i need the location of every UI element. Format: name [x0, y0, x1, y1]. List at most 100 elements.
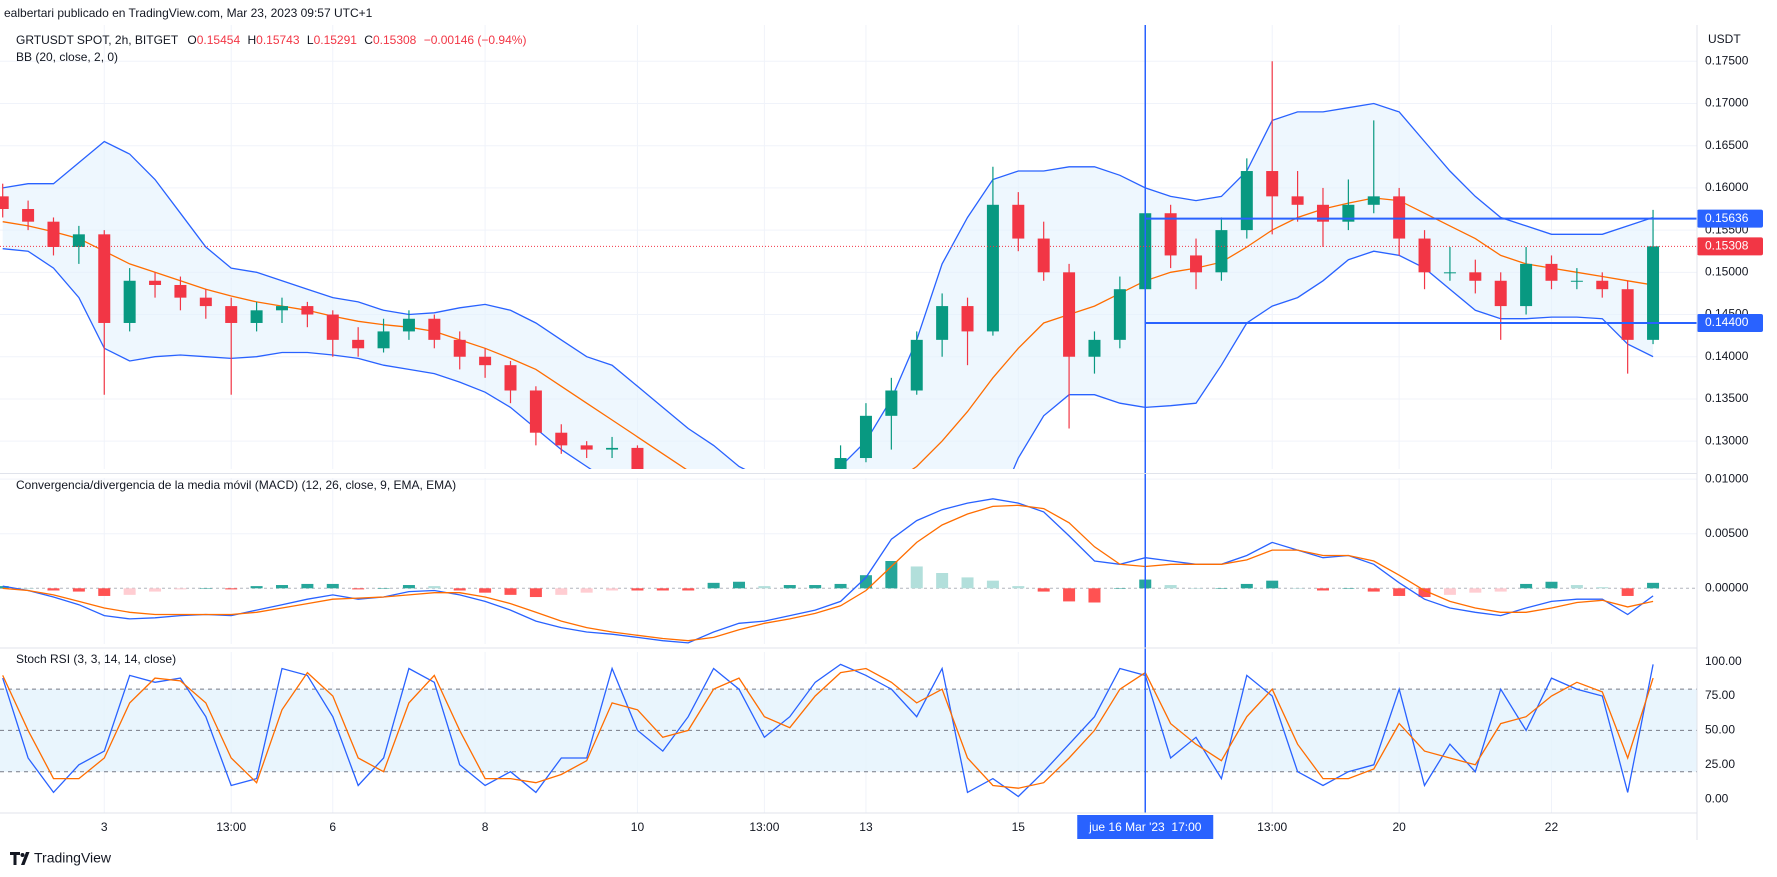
- y-tick-label: 0.15000: [1705, 264, 1749, 278]
- candle-body: [174, 284, 187, 298]
- macd-histogram-bar: [174, 588, 187, 590]
- macd-histogram-bar: [1494, 588, 1507, 592]
- candle-body: [453, 339, 466, 357]
- candle-body: [1443, 272, 1456, 274]
- candle-body: [1291, 196, 1304, 205]
- crosshair-label: jue 16 Mar '23 17:00: [1088, 820, 1202, 834]
- x-tick-label: 20: [1392, 820, 1406, 834]
- candle-body: [326, 314, 339, 340]
- macd-histogram-bar: [1012, 586, 1025, 589]
- macd-histogram-bar: [834, 583, 847, 589]
- macd-histogram-bar: [1596, 587, 1609, 589]
- macd-histogram-bar: [98, 588, 111, 596]
- candle-body: [1393, 196, 1406, 239]
- macd-histogram-bar: [428, 586, 441, 589]
- macd-histogram-bar: [1545, 581, 1558, 589]
- candle-body: [1342, 204, 1355, 222]
- y-tick-label: 0.14000: [1705, 349, 1749, 363]
- candle-body: [555, 432, 568, 446]
- candle-body: [275, 306, 288, 311]
- macd-histogram-bar: [0, 586, 9, 589]
- bb-fill: [2, 103, 1654, 469]
- y-tick-label: 75.00: [1705, 688, 1735, 702]
- bb-lower: [2, 248, 1654, 469]
- candle-body: [250, 310, 263, 323]
- macd-histogram-bar: [1520, 583, 1533, 589]
- candle-body: [123, 280, 136, 323]
- x-tick-label: 15: [1012, 820, 1026, 834]
- macd-histogram-bar: [1443, 588, 1456, 595]
- macd-histogram-bar: [1342, 588, 1355, 589]
- macd-histogram-bar: [301, 583, 314, 589]
- ohlc-value: 0.15308: [373, 33, 417, 47]
- macd-histogram-bar: [885, 561, 898, 589]
- ohlc-value: 0.15454: [197, 33, 241, 47]
- candle-body: [149, 280, 162, 285]
- candle-body: [72, 234, 85, 247]
- candle-body: [22, 209, 35, 222]
- candle-body: [1367, 196, 1380, 205]
- candle-body: [885, 390, 898, 416]
- y-tick-label: 0.01000: [1705, 471, 1749, 485]
- macd-histogram-bar: [1113, 588, 1126, 589]
- y-tick-label: 0.16500: [1705, 138, 1749, 152]
- macd-histogram-bar: [1418, 588, 1431, 598]
- candle-body: [1215, 230, 1228, 273]
- stoch-title: Stoch RSI (3, 3, 14, 14, close): [16, 652, 176, 666]
- candle-body: [1063, 272, 1076, 357]
- macd-histogram-bar: [1164, 585, 1177, 589]
- macd-histogram-bar: [1240, 583, 1253, 589]
- macd-histogram-bar: [352, 588, 365, 590]
- macd-histogram-bar: [733, 581, 746, 589]
- macd-title: Convergencia/divergencia de la media móv…: [16, 478, 456, 492]
- macd-histogram-bar: [936, 573, 949, 589]
- candle-body: [428, 318, 441, 340]
- candle-body: [1266, 171, 1279, 197]
- x-tick-label: 22: [1545, 820, 1559, 834]
- candle-body: [225, 306, 238, 323]
- candle-body: [1037, 238, 1050, 273]
- stoch-plot: [0, 663, 1697, 798]
- macd-histogram-bar: [606, 588, 619, 591]
- stoch-d-line: [2, 667, 1654, 789]
- macd-histogram-bar: [479, 588, 492, 593]
- macd-line: [2, 498, 1654, 644]
- ohlc-label: L: [307, 33, 314, 47]
- macd-histogram-bar: [47, 588, 60, 591]
- candle-body: [1520, 263, 1533, 307]
- macd-histogram-bar: [275, 585, 288, 589]
- x-tick-label: 10: [631, 820, 645, 834]
- footer-brand: TradingView: [34, 850, 112, 866]
- y-tick-label: 0.17500: [1705, 53, 1749, 67]
- macd-histogram-bar: [504, 588, 517, 595]
- price-plot: [0, 61, 1660, 469]
- y-tick-label: 100.00: [1705, 654, 1742, 668]
- ohlc-label: C: [364, 33, 373, 47]
- publish-line: ealbertari publicado en TradingView.com,…: [4, 6, 373, 20]
- candle-body: [910, 339, 923, 391]
- bb-upper: [2, 102, 1654, 469]
- x-tick-label: 13:00: [749, 820, 779, 834]
- macd-histogram-bar: [707, 582, 720, 589]
- x-tick-label: 8: [482, 820, 489, 834]
- macd-histogram-bar: [149, 588, 162, 592]
- candle-body: [961, 306, 974, 332]
- macd-histogram-bar: [1088, 588, 1101, 603]
- candle-body: [1596, 280, 1609, 290]
- macd-histogram-bar: [783, 585, 796, 589]
- candle-body: [1647, 246, 1660, 340]
- macd-histogram-bar: [402, 585, 415, 589]
- candle-body: [1113, 289, 1126, 340]
- macd-histogram-bar: [377, 588, 390, 589]
- candle-body: [529, 390, 542, 433]
- price-label: 0.14400: [1705, 315, 1749, 329]
- last-price-label: 0.15308: [1705, 238, 1749, 252]
- candle-body: [631, 447, 644, 469]
- candle-body: [859, 415, 872, 459]
- macd-histogram-bar: [1215, 588, 1228, 589]
- candle-body: [1240, 171, 1253, 231]
- candle-body: [580, 445, 593, 450]
- macd-histogram-bar: [758, 586, 771, 589]
- candle-body: [377, 331, 390, 349]
- macd-histogram-bar: [22, 588, 35, 589]
